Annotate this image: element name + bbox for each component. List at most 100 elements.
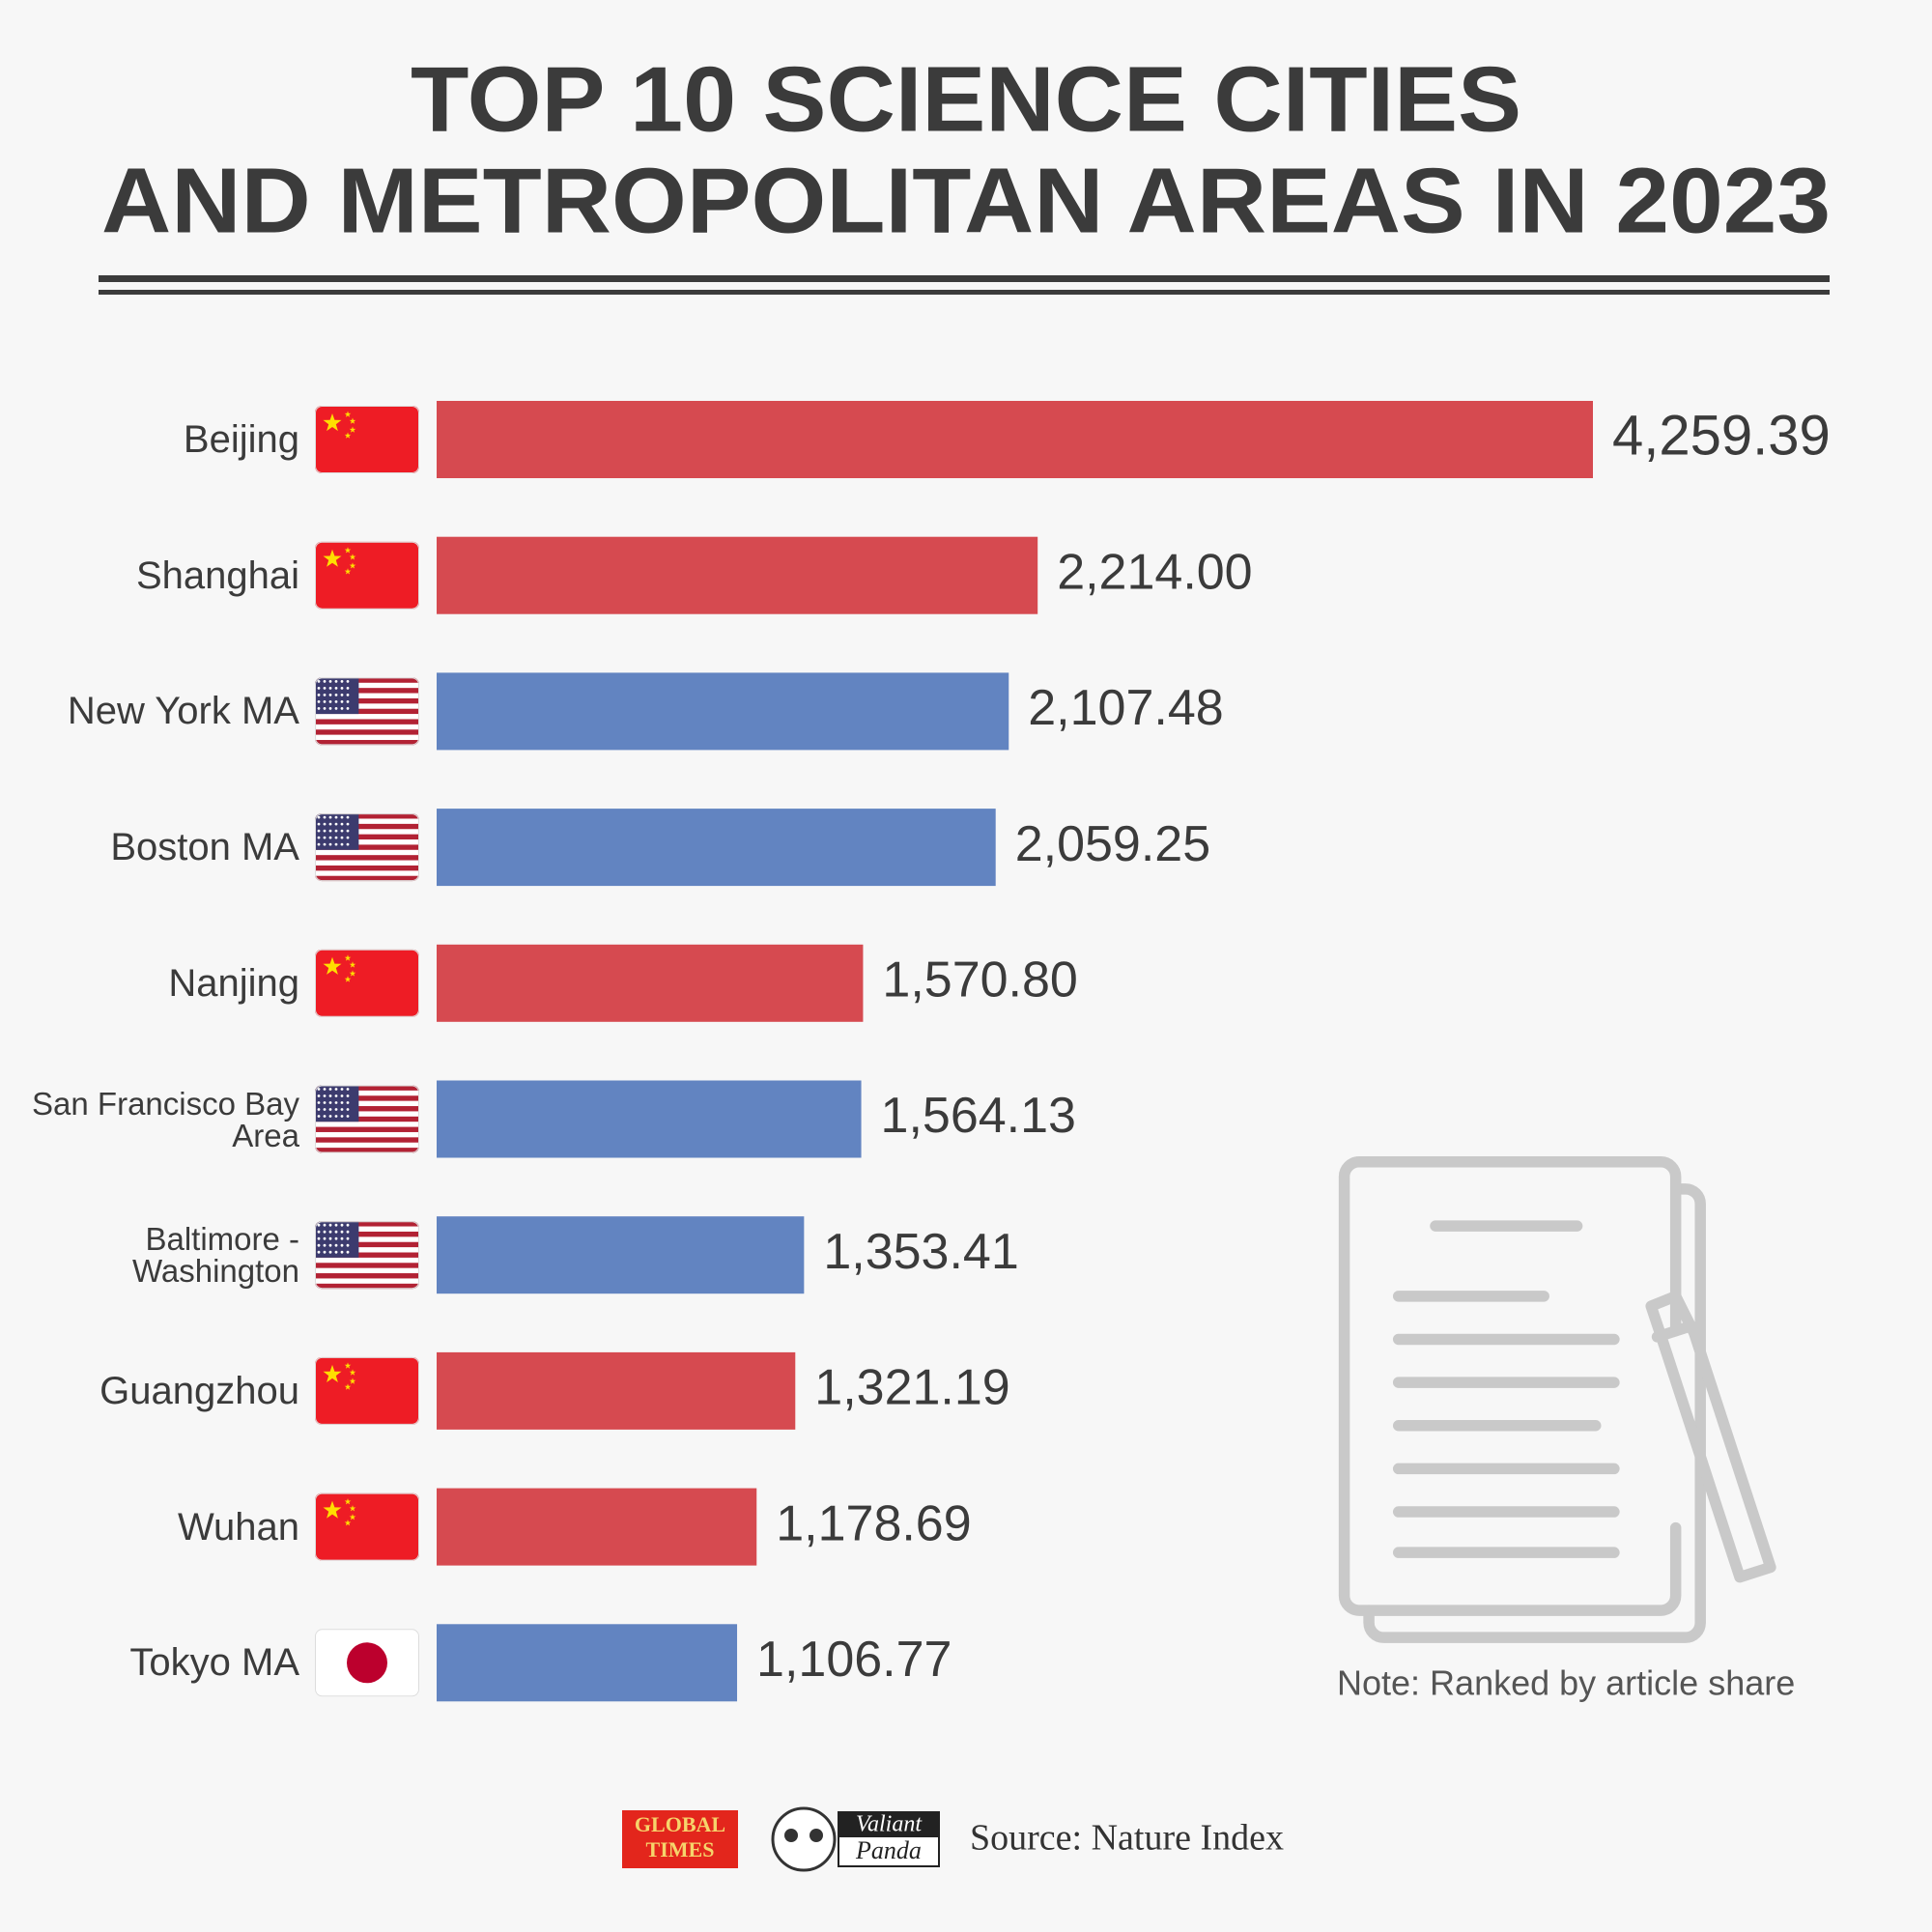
- flag-body: [315, 1492, 419, 1561]
- flag: [315, 677, 419, 746]
- flag: [315, 1221, 419, 1290]
- flag-border: [315, 541, 419, 610]
- flag-star: [328, 687, 332, 690]
- flag-stripe: [315, 1085, 419, 1092]
- flag-star: [328, 1088, 332, 1091]
- category-label: Guangzhou: [99, 1369, 299, 1412]
- bar: [437, 1624, 738, 1702]
- flag-border: [315, 1085, 419, 1153]
- flag-stripe: [315, 740, 419, 746]
- flag-star: [346, 687, 350, 690]
- category-label: New York MA: [67, 690, 299, 733]
- flag-star: [349, 1505, 356, 1512]
- flag-stripe: [315, 1090, 419, 1096]
- flag-star: [346, 1250, 350, 1254]
- flag-stripe: [315, 823, 419, 830]
- flag-field: [315, 949, 419, 1017]
- value-label: 1,178.69: [776, 1495, 971, 1551]
- flag-star: [340, 1108, 344, 1111]
- flag-star: [317, 1108, 321, 1111]
- flag-star: [317, 707, 321, 710]
- flag-star: [340, 1088, 344, 1091]
- flag-star: [328, 694, 332, 696]
- flag-star: [340, 707, 344, 710]
- flag-stripe: [315, 734, 419, 741]
- flag-star: [346, 1230, 350, 1234]
- flag-star: [349, 1378, 356, 1384]
- flag-star: [340, 1094, 344, 1097]
- logo-valiant-panda: [838, 1812, 939, 1837]
- flag-star: [328, 1223, 332, 1227]
- flag-field: [315, 1492, 419, 1561]
- flag-star: [328, 1250, 332, 1254]
- flag-star: [317, 694, 321, 696]
- flag-star: [323, 1108, 327, 1111]
- flag-stripe: [315, 714, 419, 720]
- value-label: 1,570.80: [882, 952, 1077, 1009]
- flag-field: [315, 541, 419, 610]
- flag: [315, 1356, 419, 1425]
- flag-stripe: [315, 1111, 419, 1118]
- flag-star: [328, 1115, 332, 1118]
- logo-global-times: [622, 1810, 738, 1868]
- title-rule: [99, 275, 1830, 282]
- flag-star: [317, 829, 321, 833]
- flag-stripe: [315, 844, 419, 851]
- flag-border: [315, 1492, 419, 1561]
- category-label: San Francisco Bay Area: [32, 1085, 299, 1153]
- flag-star: [317, 1088, 321, 1091]
- flag-star: [346, 707, 350, 710]
- flag-disc: [347, 1642, 387, 1684]
- bar: [437, 1080, 862, 1158]
- flag-stripe: [315, 1247, 419, 1253]
- flag-star: [334, 815, 338, 819]
- flag-stripe: [315, 1273, 419, 1279]
- flag-star: [328, 1243, 332, 1247]
- flag-star: [340, 1230, 344, 1234]
- flag-stripe: [315, 1116, 419, 1122]
- flag-stripe: [315, 1221, 419, 1227]
- flag-stripe: [315, 708, 419, 715]
- flag-field: [315, 1356, 419, 1425]
- flag-star: [346, 829, 350, 833]
- flag-stripe: [315, 1241, 419, 1248]
- flag-body: [315, 1221, 419, 1290]
- flag-border: [315, 1629, 419, 1697]
- flag-star: [344, 547, 352, 554]
- flag-star: [328, 707, 332, 710]
- flag-stripe: [315, 1126, 419, 1133]
- flag-stripe: [315, 1263, 419, 1268]
- flag-star: [334, 700, 338, 703]
- logo-text: Valiant: [856, 1812, 923, 1837]
- flag-stripe: [315, 849, 419, 856]
- flag-star: [346, 1094, 350, 1097]
- flag-star: [317, 1094, 321, 1097]
- bar: [437, 1488, 757, 1566]
- flag-star: [317, 1101, 321, 1104]
- flag-stripe: [315, 860, 419, 867]
- flag-star: [323, 700, 327, 703]
- flag-stripe: [315, 1137, 419, 1144]
- flag-star: [323, 1101, 327, 1104]
- flag-stripe: [315, 1100, 419, 1107]
- flag-star: [323, 1364, 342, 1382]
- value-label: 2,214.00: [1057, 544, 1252, 600]
- flag-border: [315, 677, 419, 746]
- flag-star: [334, 822, 338, 826]
- flag-star: [346, 1101, 350, 1104]
- flag-body: [315, 949, 419, 1017]
- flag-star: [317, 1230, 321, 1234]
- flag-star: [323, 694, 327, 696]
- bar: [437, 944, 864, 1022]
- flag-star: [317, 700, 321, 703]
- flag-stripe: [315, 1278, 419, 1285]
- flag-star: [346, 1088, 350, 1091]
- flag-star: [323, 1236, 327, 1240]
- flag-star: [340, 1250, 344, 1254]
- flag-star: [346, 815, 350, 819]
- flag-star: [328, 1101, 332, 1104]
- flag-border: [315, 813, 419, 882]
- flag-stripe: [315, 839, 419, 845]
- bar: [437, 1216, 805, 1294]
